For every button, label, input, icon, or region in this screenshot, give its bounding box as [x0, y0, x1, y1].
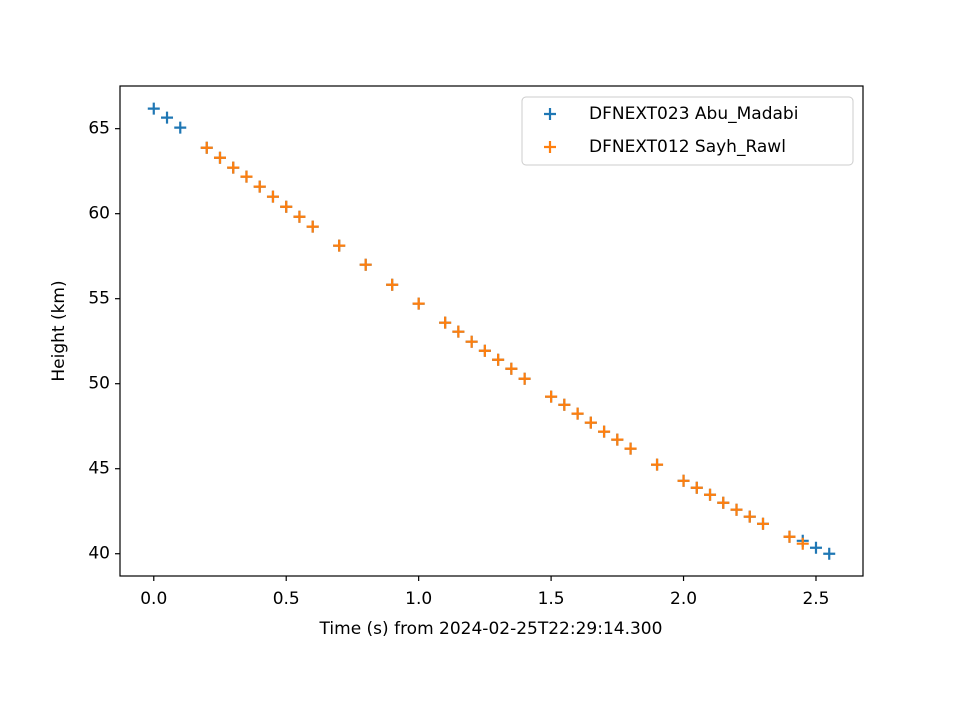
- point: [545, 390, 558, 403]
- point: [293, 210, 306, 223]
- point: [227, 161, 240, 174]
- point: [743, 510, 756, 523]
- x-axis-label: Time (s) from 2024-02-25T22:29:14.300: [319, 619, 663, 639]
- point: [518, 372, 531, 385]
- point: [200, 141, 213, 154]
- point: [161, 111, 174, 124]
- point: [505, 362, 518, 375]
- point: [730, 503, 743, 516]
- point: [757, 517, 770, 530]
- point: [280, 200, 293, 213]
- point: [306, 220, 319, 233]
- point: [783, 530, 796, 543]
- y-tick-label: 55: [88, 289, 110, 309]
- point: [452, 325, 465, 338]
- y-tick-label: 45: [88, 459, 110, 479]
- point: [174, 121, 187, 134]
- x-tick-label: 0.0: [140, 589, 167, 609]
- x-tick-label: 1.5: [538, 589, 565, 609]
- point: [704, 488, 717, 501]
- x-tick-label: 1.0: [405, 589, 432, 609]
- legend-marker: [544, 141, 556, 153]
- point: [823, 547, 836, 560]
- x-tick-label: 2.5: [802, 589, 829, 609]
- point: [809, 541, 822, 554]
- point: [147, 102, 160, 115]
- point: [717, 496, 730, 509]
- x-tick-label: 2.0: [670, 589, 697, 609]
- point: [386, 278, 399, 291]
- point: [266, 190, 279, 203]
- legend-marker: [544, 108, 556, 120]
- point: [333, 239, 346, 252]
- legend-label: DFNEXT023 Abu_Madabi: [589, 104, 798, 124]
- x-tick-label: 0.5: [273, 589, 300, 609]
- y-axis-label: Height (km): [49, 280, 69, 381]
- point: [213, 151, 226, 164]
- point: [677, 474, 690, 487]
- point: [584, 416, 597, 429]
- point: [240, 170, 253, 183]
- y-tick-label: 65: [88, 119, 110, 139]
- point: [439, 316, 452, 329]
- point: [412, 297, 425, 310]
- point: [253, 180, 266, 193]
- plot-frame: [119, 85, 864, 577]
- point: [611, 433, 624, 446]
- point: [651, 458, 664, 471]
- legend-label: DFNEXT012 Sayh_Rawl: [589, 137, 786, 157]
- y-tick-label: 50: [88, 374, 110, 394]
- point: [465, 335, 478, 348]
- point: [690, 481, 703, 494]
- point: [492, 353, 505, 366]
- point: [598, 425, 611, 438]
- point: [796, 537, 809, 550]
- point: [478, 344, 491, 357]
- y-tick-label: 60: [88, 204, 110, 224]
- point: [571, 407, 584, 420]
- point: [624, 442, 637, 455]
- point: [558, 398, 571, 411]
- legend-box: [521, 96, 854, 166]
- point: [359, 258, 372, 271]
- y-tick-label: 40: [88, 544, 110, 564]
